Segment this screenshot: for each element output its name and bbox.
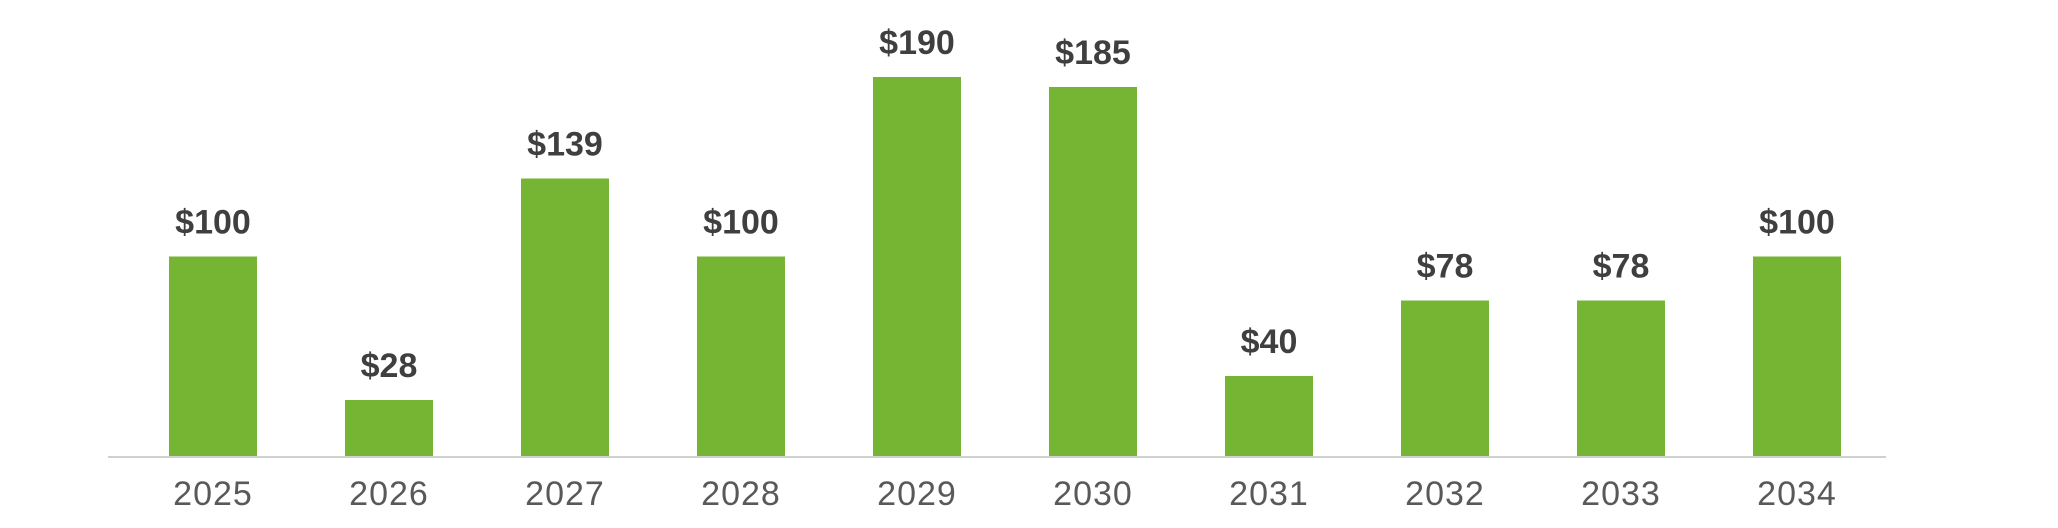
x-tick-label-2029: 2029 [877,475,957,513]
x-tick-labels-group: 2025 2026 2027 2028 2029 2030 2031 2032 2033 2034 [173,475,1837,513]
bar-2025 [169,256,257,456]
x-tick-label-2025: 2025 [173,475,253,513]
bar-2028 [697,256,785,456]
data-label-2029: $190 [879,24,955,62]
bar-2029 [873,77,961,456]
data-label-2034: $100 [1759,204,1835,242]
x-tick-label-2031: 2031 [1229,475,1309,513]
data-label-2025: $100 [175,204,251,242]
bar-2031 [1225,376,1313,456]
bar-2027 [521,178,609,456]
bar-2026 [345,400,433,456]
data-label-2026: $28 [361,347,418,385]
x-tick-label-2027: 2027 [525,475,605,513]
bar-2030 [1049,87,1137,456]
bar-2033 [1577,300,1665,456]
data-label-2033: $78 [1593,247,1650,285]
data-label-2028: $100 [703,204,779,242]
data-label-2032: $78 [1417,247,1474,285]
x-tick-label-2032: 2032 [1405,475,1485,513]
x-tick-label-2033: 2033 [1581,475,1661,513]
data-labels-group: $100 $28 $139 $100 $190 $185 $40 $78 $78 $100 [175,24,1835,385]
x-tick-label-2028: 2028 [701,475,781,513]
x-tick-label-2034: 2034 [1757,475,1837,513]
bars-group [169,77,1841,456]
bar-2032 [1401,300,1489,456]
x-tick-label-2026: 2026 [349,475,429,513]
bar-2034 [1753,256,1841,456]
data-label-2030: $185 [1055,34,1131,72]
data-label-2031: $40 [1241,323,1298,361]
x-tick-label-2030: 2030 [1053,475,1133,513]
data-label-2027: $139 [527,126,603,164]
